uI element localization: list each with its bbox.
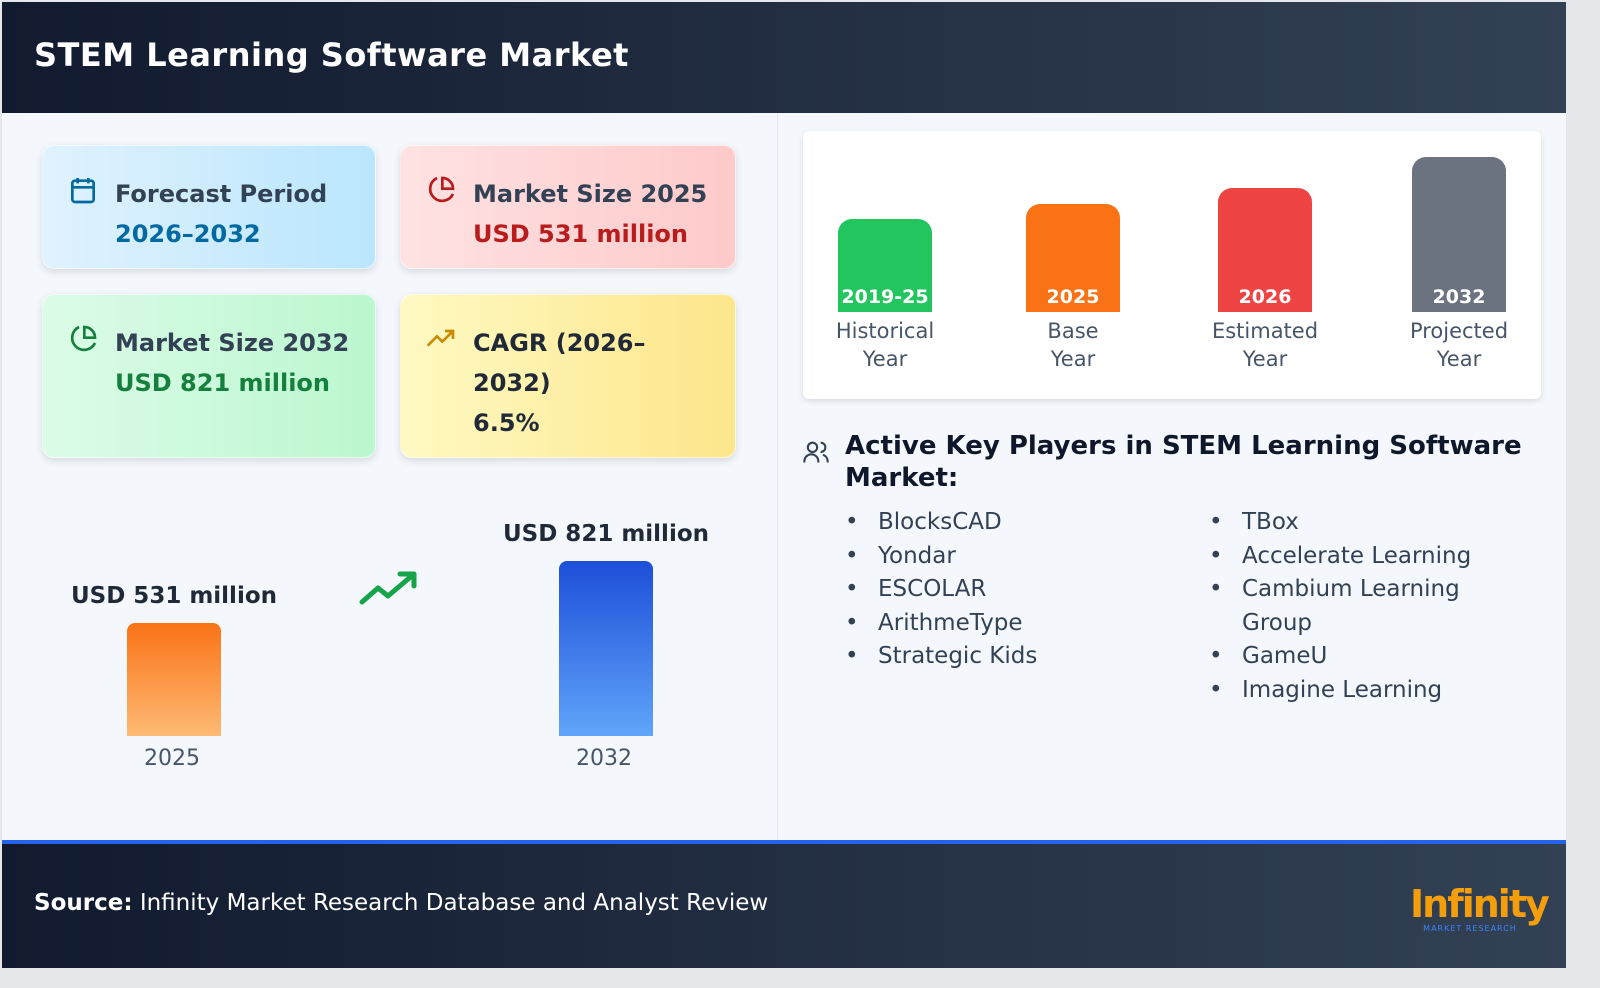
key-player-item: TBox [1209,506,1499,540]
timeline-label-line: Projected [1409,319,1509,343]
card-label: Market Size 2032 [115,329,350,357]
card-label: Market Size 2025 [473,180,708,208]
logo-subtext: MARKET RESEARCH [1423,924,1517,933]
bar-value-label: USD 821 million [502,521,710,547]
key-player-item: Imagine Learning [1209,674,1499,708]
timeline-year: 2032 [1432,286,1486,308]
timeline-bar-2026: 2026 [1218,188,1312,312]
source-text: Source: Infinity Market Research Databas… [34,890,768,916]
source-label: Source: [34,890,133,916]
timeline-label-line: Year [1242,347,1288,371]
logo: Infinity MARKET RESEARCH [1410,882,1550,933]
timeline-label-line: Year [1436,347,1482,371]
bar-category-label: 2032 [576,746,632,771]
users-icon [803,441,829,463]
cagr-card: CAGR (2026–2032) 6.5% [400,294,736,458]
divider [777,113,778,840]
trending-up-icon [426,329,455,347]
market-size-2025-card: Market Size 2025 USD 531 million [400,145,736,269]
timeline-label: Base Year [998,317,1148,373]
key-player-item: Accelerate Learning [1209,540,1499,574]
card-label: Forecast Period [115,180,328,208]
card-value: USD 531 million [473,220,688,248]
logo-text: Infinity [1410,882,1550,926]
bar-category-label: 2025 [144,746,200,771]
timeline-label-line: Year [1050,347,1096,371]
timeline-label-line: Year [862,347,908,371]
key-player-item: Cambium Learning Group [1209,573,1499,640]
market-size-2032-card: Market Size 2032 USD 821 million [42,294,376,458]
timeline-bar-2025: 2025 [1026,203,1120,312]
footer: Source: Infinity Market Research Databas… [2,840,1566,968]
timeline-label: Projected Year [1384,317,1534,373]
key-player-item: Yondar [845,540,1185,574]
timeline-year: 2025 [1046,286,1100,308]
header: STEM Learning Software Market [2,2,1566,113]
timeline-year: 2026 [1238,286,1292,308]
bar-2032 [559,561,653,736]
bar-value-label: USD 531 million [70,582,278,609]
key-player-item: Strategic Kids [845,640,1185,674]
growth-arrow-icon [359,571,417,605]
calendar-icon [71,178,95,204]
timeline-label: Estimated Year [1190,317,1340,373]
bar-2025 [127,622,221,736]
key-players-list-2: TBoxAccelerate LearningCambium Learning … [1209,506,1499,707]
card-label: CAGR (2026–2032) [473,329,646,397]
key-players-title: Active Key Players in STEM Learning Soft… [845,431,1522,493]
timeline-label: Historical Year [810,317,960,373]
source-value: Infinity Market Research Database and An… [132,890,769,916]
page-title: STEM Learning Software Market [34,36,629,74]
timeline-label-line: Base [1047,319,1099,343]
key-players-list-1: BlocksCADYondarESCOLARArithmeTypeStrateg… [845,506,1185,674]
key-player-item: ArithmeType [845,607,1185,641]
infographic: STEM Learning Software Market Forecast P… [2,2,1566,968]
card-value: 2026–2032 [115,220,261,248]
forecast-period-card: Forecast Period 2026–2032 [42,145,376,269]
timeline-card: 2019-25 Historical Year 2025 Base Year 2026 Est… [803,131,1541,399]
key-player-item: BlocksCAD [845,506,1185,540]
timeline-bar-2032: 2032 [1412,157,1506,312]
key-player-item: ESCOLAR [845,573,1185,607]
timeline-label-line: Estimated [1211,319,1319,343]
card-value: USD 821 million [115,369,330,397]
card-value: 6.5% [473,409,540,437]
timeline-label-line: Historical [835,319,935,343]
pie-chart-icon [70,325,97,352]
pie-chart-icon [428,176,455,203]
timeline-bar-2019-25: 2019-25 [838,219,932,312]
timeline-year: 2019-25 [841,286,929,308]
key-player-item: GameU [1209,640,1499,674]
